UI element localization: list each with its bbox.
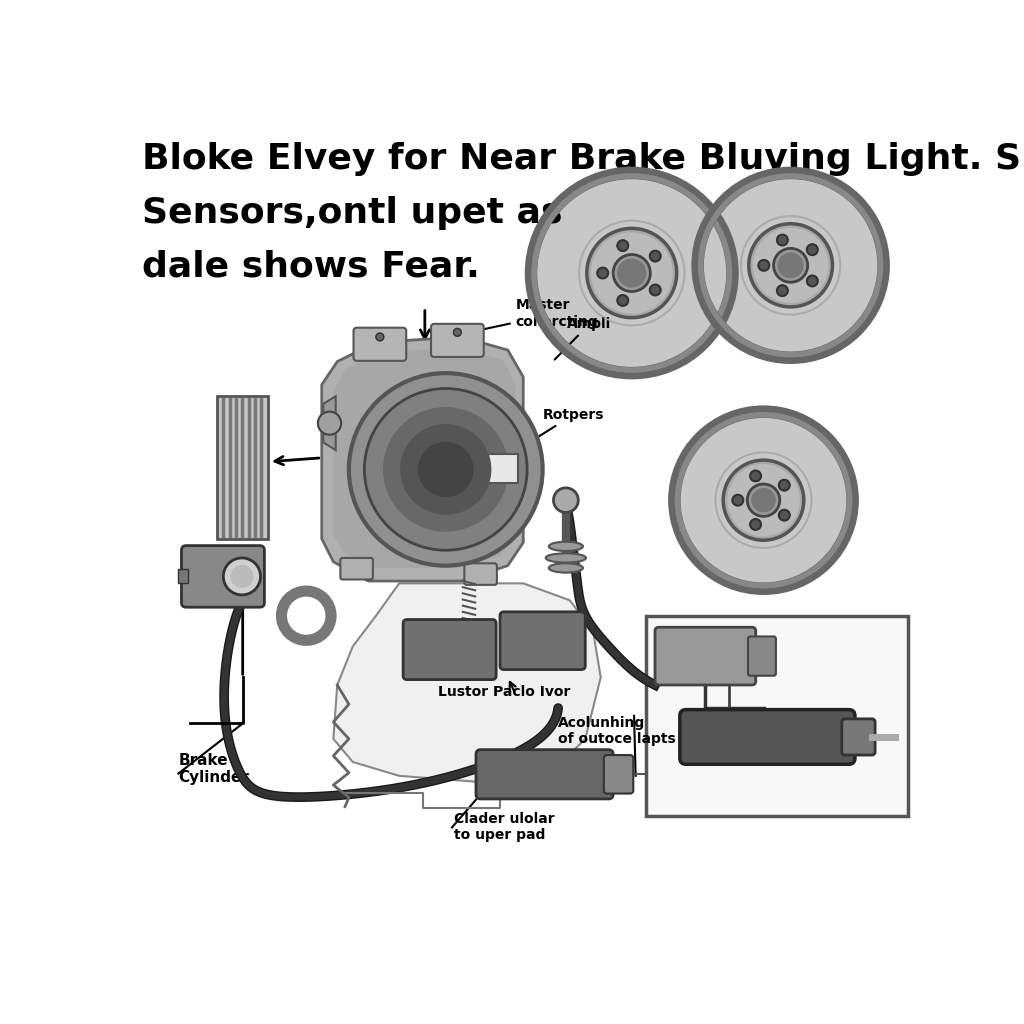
Circle shape [751, 519, 761, 529]
Circle shape [732, 495, 743, 506]
Circle shape [650, 285, 660, 295]
Circle shape [531, 173, 732, 373]
Circle shape [675, 412, 853, 589]
Text: Acolunhing
of outoce lapts: Acolunhing of outoce lapts [558, 716, 676, 745]
Circle shape [597, 267, 608, 279]
Circle shape [723, 460, 804, 541]
Circle shape [617, 241, 628, 251]
Polygon shape [334, 348, 515, 568]
Circle shape [754, 228, 827, 302]
Circle shape [749, 224, 833, 307]
FancyBboxPatch shape [842, 719, 876, 755]
Circle shape [317, 412, 341, 435]
FancyBboxPatch shape [353, 328, 407, 360]
Circle shape [231, 565, 253, 587]
Circle shape [779, 480, 790, 490]
Circle shape [592, 233, 672, 313]
Circle shape [697, 173, 884, 357]
Circle shape [778, 253, 803, 278]
Circle shape [807, 275, 818, 287]
Text: Ampli: Ampli [555, 316, 611, 359]
Text: Rotpers: Rotpers [527, 408, 604, 443]
FancyBboxPatch shape [403, 620, 496, 680]
Circle shape [751, 471, 761, 481]
Circle shape [777, 286, 787, 296]
Text: dale shows Fear.: dale shows Fear. [142, 250, 479, 284]
Circle shape [587, 228, 677, 317]
Circle shape [773, 249, 808, 283]
Circle shape [728, 465, 799, 536]
Ellipse shape [549, 563, 583, 572]
Text: Sensors,ontl upet as: Sensors,ontl upet as [142, 196, 562, 230]
Ellipse shape [546, 553, 586, 562]
FancyBboxPatch shape [431, 324, 483, 357]
FancyBboxPatch shape [748, 637, 776, 676]
Circle shape [454, 329, 461, 336]
Circle shape [779, 510, 790, 520]
Circle shape [613, 255, 650, 292]
Text: Clader ulolar
to uper pad: Clader ulolar to uper pad [454, 812, 554, 842]
FancyBboxPatch shape [340, 558, 373, 580]
FancyBboxPatch shape [500, 611, 586, 670]
Text: Brake
Cylinder: Brake Cylinder [178, 753, 249, 785]
Bar [178, 569, 187, 584]
Circle shape [748, 484, 779, 516]
Circle shape [349, 373, 543, 565]
Circle shape [376, 333, 384, 341]
Circle shape [807, 245, 818, 255]
Circle shape [752, 488, 775, 512]
Text: Master
collercting: Master collercting [425, 298, 598, 342]
Polygon shape [334, 584, 601, 783]
Circle shape [554, 487, 579, 512]
Circle shape [617, 295, 628, 306]
Text: Lustor Paclo Ivor: Lustor Paclo Ivor [438, 685, 570, 699]
Circle shape [759, 260, 769, 270]
Polygon shape [322, 337, 523, 581]
Circle shape [419, 442, 473, 497]
Polygon shape [324, 396, 336, 451]
Ellipse shape [549, 542, 583, 551]
FancyBboxPatch shape [655, 628, 756, 685]
Bar [480, 454, 518, 483]
Text: Bloke Elvey for Near Brake Bluving Light. SL, Aill: Bloke Elvey for Near Brake Bluving Light… [142, 142, 1024, 176]
FancyBboxPatch shape [181, 546, 264, 607]
FancyBboxPatch shape [604, 755, 633, 794]
Circle shape [365, 388, 527, 550]
Circle shape [384, 408, 508, 531]
Circle shape [777, 234, 787, 246]
FancyBboxPatch shape [464, 563, 497, 585]
FancyBboxPatch shape [476, 750, 613, 799]
Bar [217, 396, 267, 539]
Circle shape [223, 558, 260, 595]
Bar [646, 615, 907, 816]
FancyBboxPatch shape [680, 710, 855, 764]
Circle shape [650, 251, 660, 261]
Circle shape [617, 259, 646, 287]
Circle shape [400, 425, 490, 514]
